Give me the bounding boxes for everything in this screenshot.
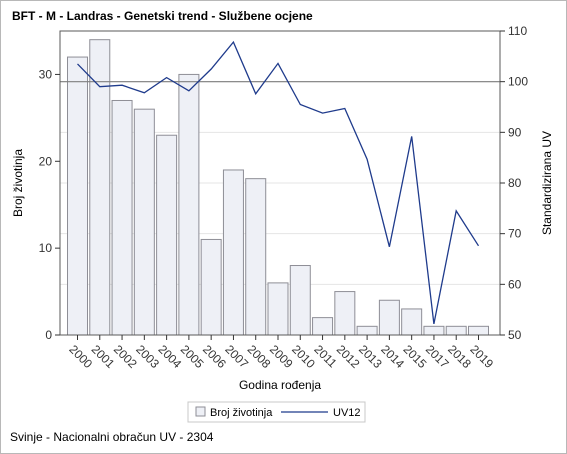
x-tick-label: 2015 [401, 342, 430, 371]
footnote: Svinje - Nacionalni obračun UV - 2304 [10, 430, 214, 444]
x-tick-label: 2007 [222, 342, 251, 371]
x-tick-label: 2001 [89, 342, 118, 371]
bar [423, 325, 445, 336]
y-tick-label: 0 [45, 328, 52, 342]
y-tick-label: 20 [39, 154, 53, 168]
legend-line-label: UV12 [333, 407, 361, 419]
y2-tick-label: 70 [508, 227, 522, 241]
bar [356, 325, 378, 336]
bar [468, 325, 489, 336]
y2-tick-label: 50 [508, 328, 522, 342]
x-tick-label: 2009 [267, 342, 296, 371]
x-axis-label: Godina rođenja [239, 378, 321, 392]
bar [334, 291, 356, 336]
bar [111, 99, 133, 336]
y2-tick-label: 100 [508, 75, 528, 89]
bar [67, 56, 88, 336]
bar [267, 282, 289, 336]
legend-bar-swatch [195, 406, 206, 417]
uv12-line [77, 40, 480, 325]
x-tick-label: 2018 [445, 342, 474, 371]
bar [378, 299, 400, 336]
x-tick-label: 2017 [423, 342, 452, 371]
legend-box [187, 401, 366, 423]
chart-title: BFT - M - Landras - Genetski trend - Slu… [12, 9, 313, 23]
bar [445, 325, 467, 336]
x-tick-label: 2000 [66, 342, 95, 371]
x-tick-label: 2005 [178, 342, 207, 371]
bar [401, 308, 423, 336]
legend-bar-label: Broj životinja [210, 407, 273, 419]
bar [222, 169, 244, 336]
y2-tick-label: 60 [508, 277, 522, 291]
y2-tick-label: 110 [508, 24, 527, 38]
x-tick-label: 2011 [311, 342, 339, 370]
x-tick-label: 2014 [378, 342, 407, 371]
bar [289, 265, 311, 336]
bar [178, 73, 200, 336]
y-tick-label: 30 [39, 67, 53, 81]
x-tick-label: 2004 [155, 342, 184, 371]
y2-tick-label: 80 [508, 176, 522, 190]
x-tick-label: 2003 [133, 342, 162, 371]
y2-tick-label: 90 [508, 125, 522, 139]
y-tick-label: 10 [39, 241, 53, 255]
x-tick-label: 2012 [334, 342, 363, 371]
legend: Broj životinja UV12 [187, 401, 366, 423]
x-tick-label: 2013 [356, 342, 385, 371]
y2-axis-label: Standardizirana UV [540, 131, 554, 235]
y-axis-label: Broj životinja [11, 149, 25, 217]
x-tick-label: 2019 [467, 342, 496, 371]
bar [312, 317, 334, 336]
bar [89, 39, 111, 336]
bar [200, 238, 222, 336]
bar [133, 108, 155, 336]
bar [245, 178, 267, 336]
x-tick-label: 2010 [289, 342, 318, 371]
x-tick-label: 2006 [200, 342, 229, 371]
x-tick-label: 2008 [245, 342, 274, 371]
bar-series [67, 39, 489, 336]
bar [156, 134, 178, 336]
x-tick-label: 2002 [111, 342, 140, 371]
line-series [77, 40, 480, 325]
